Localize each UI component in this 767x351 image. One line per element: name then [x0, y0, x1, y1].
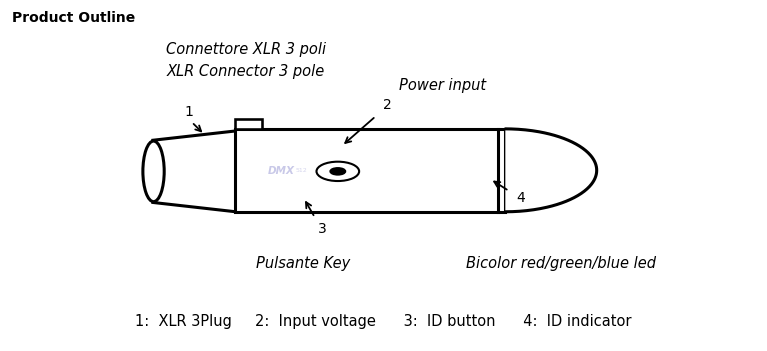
Text: 3: 3: [318, 222, 327, 236]
Ellipse shape: [143, 141, 164, 202]
Circle shape: [317, 162, 359, 181]
Circle shape: [331, 168, 345, 175]
Text: Connettore XLR 3 poli: Connettore XLR 3 poli: [166, 42, 327, 57]
Text: 1: 1: [185, 105, 194, 119]
Text: Product Outline: Product Outline: [12, 12, 135, 25]
Text: Bicolor red/green/blue led: Bicolor red/green/blue led: [466, 256, 656, 271]
Text: Pulsante Key: Pulsante Key: [256, 256, 351, 271]
Polygon shape: [235, 119, 262, 129]
Text: DMX: DMX: [268, 166, 295, 176]
Polygon shape: [153, 131, 239, 212]
Polygon shape: [505, 129, 597, 212]
Text: 4: 4: [516, 191, 525, 205]
Text: XLR Connector 3 pole: XLR Connector 3 pole: [166, 64, 324, 79]
Text: 2: 2: [383, 98, 392, 112]
Polygon shape: [235, 129, 505, 212]
Text: Power input: Power input: [399, 78, 486, 93]
Text: 512: 512: [295, 168, 307, 173]
Text: 1:  XLR 3Plug     2:  Input voltage      3:  ID button      4:  ID indicator: 1: XLR 3Plug 2: Input voltage 3: ID butt…: [135, 314, 632, 329]
